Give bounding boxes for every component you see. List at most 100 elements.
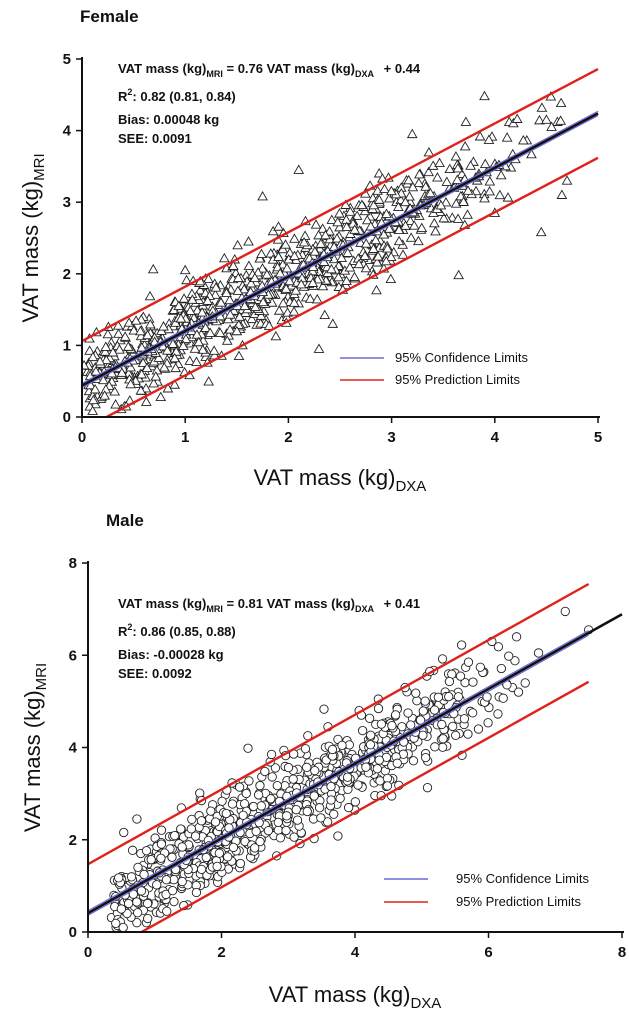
male-point (468, 677, 478, 687)
male-point (177, 842, 187, 852)
female-point (326, 214, 338, 224)
female-point (194, 284, 206, 295)
female-point (186, 294, 198, 304)
female-point (356, 199, 368, 209)
male-x-tick-label: 4 (351, 944, 360, 961)
male-r-squared-sup: 2 (127, 622, 132, 632)
female-point (170, 346, 182, 356)
female-point (261, 269, 273, 279)
male-point (326, 781, 336, 792)
female-point (232, 272, 244, 283)
male-point (152, 880, 162, 890)
female-point (125, 361, 137, 372)
female-point (561, 175, 573, 185)
male-y-tick-label: 0 (69, 924, 77, 941)
female-point (140, 382, 152, 393)
female-point (180, 333, 192, 344)
female-point (336, 252, 347, 263)
male-point (511, 632, 522, 642)
female-x-tick-label: 1 (181, 429, 189, 446)
female-point (452, 162, 464, 173)
female-see: SEE: 0.0091 (118, 131, 192, 146)
female-point (309, 246, 321, 256)
female-point (97, 374, 109, 385)
female-point (227, 260, 239, 270)
female-point (289, 250, 300, 260)
female-point (135, 325, 146, 336)
male-point (186, 824, 197, 834)
female-point (204, 327, 216, 337)
female-point (99, 390, 111, 400)
female-point (290, 285, 302, 295)
female-point (274, 267, 286, 278)
female-point (435, 200, 447, 210)
female-point (416, 222, 428, 232)
female-y-tick-label: 5 (63, 51, 71, 68)
female-point (231, 325, 243, 336)
male-point (437, 742, 448, 752)
male-point (316, 813, 326, 823)
female-point (298, 236, 310, 247)
male-point (473, 724, 484, 734)
female-point (441, 176, 453, 186)
female-point (252, 267, 264, 277)
female-point (326, 263, 337, 274)
female-lines (82, 67, 599, 417)
male-point (504, 651, 514, 661)
female-point (438, 212, 450, 223)
male-point (177, 876, 187, 887)
male-point (453, 692, 464, 702)
male-point (256, 801, 266, 811)
male-point (201, 852, 211, 863)
female-point (122, 341, 134, 351)
female-point (484, 185, 496, 196)
male-point (196, 864, 207, 875)
male-point (143, 913, 153, 924)
male-point (373, 703, 384, 714)
male-point (498, 693, 508, 703)
female-point (541, 114, 552, 124)
female-point (84, 345, 95, 355)
male-y-axis-label: VAT mass (kg)MRI (20, 663, 50, 832)
male-point (132, 908, 143, 918)
male-point (353, 780, 363, 790)
male-point (496, 663, 507, 674)
male-point (234, 782, 245, 792)
male-y-tick-label: 2 (69, 832, 77, 849)
male-point (475, 662, 485, 672)
female-point (434, 157, 445, 168)
male-point (372, 764, 382, 774)
female-point (224, 324, 236, 334)
female-point (144, 290, 156, 301)
male-point (243, 743, 253, 753)
female-point (393, 235, 405, 246)
female-point (232, 239, 244, 250)
female-point (368, 243, 379, 253)
female-point (379, 183, 390, 194)
female-point (313, 343, 325, 353)
male-point (118, 922, 128, 932)
female-point (184, 305, 196, 315)
female-point (315, 238, 327, 248)
female-equation-lhs-sub: MRI (206, 69, 223, 79)
female-point (349, 224, 361, 234)
male-bias: Bias: -0.00028 kg (118, 647, 224, 662)
male-point (366, 730, 376, 740)
female-point (462, 185, 474, 195)
male-point (391, 710, 401, 720)
male-point (333, 831, 343, 841)
female-point (280, 239, 291, 249)
female-point (288, 306, 300, 316)
male-x-axis-label-sub: DXA (410, 995, 441, 1009)
female-point (385, 273, 397, 284)
female-point (89, 383, 101, 394)
male-point (221, 808, 231, 819)
female-point (432, 172, 443, 182)
female-point (371, 284, 382, 295)
male-point (217, 796, 227, 806)
male-point (132, 814, 142, 824)
female-point (147, 263, 159, 274)
male-point (223, 852, 233, 862)
female-point (392, 201, 404, 212)
male-point (335, 793, 345, 804)
